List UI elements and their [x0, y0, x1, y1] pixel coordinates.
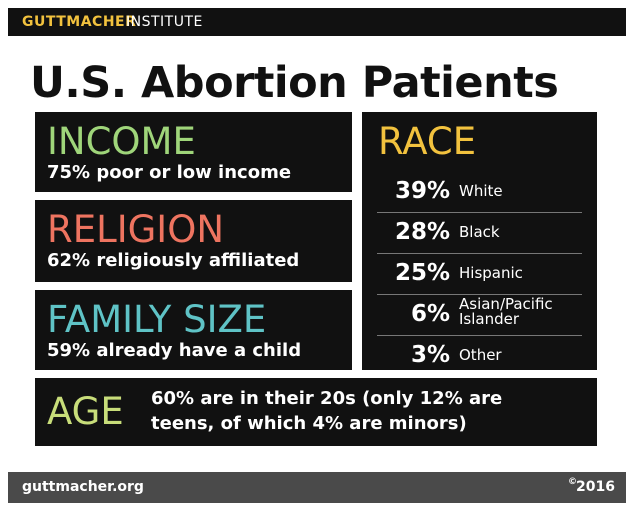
footer-url: guttmacher.org — [22, 479, 144, 495]
footer: guttmacher.org © 2016 — [8, 472, 626, 503]
race-label: Black — [459, 223, 500, 241]
race-value: 25% — [394, 260, 450, 286]
race-label: Other — [459, 346, 502, 364]
age-line: teens, of which 4% are minors) — [151, 413, 467, 434]
panel-heading: INCOME — [47, 120, 196, 163]
footer-year: 2016 — [576, 479, 615, 495]
panel-text: 59% already have a child — [47, 340, 302, 361]
brand-rest: INSTITUTE — [126, 14, 203, 30]
race-value: 28% — [394, 219, 450, 245]
age-line: 60% are in their 20s (only 12% are — [151, 388, 503, 409]
family-panel: FAMILY SIZE 59% already have a child — [35, 290, 352, 370]
panel-text: 62% religiously affiliated — [47, 250, 300, 271]
age-panel: AGE 60% are in their 20s (only 12% are t… — [35, 378, 597, 446]
race-row: 25% Hispanic — [377, 254, 582, 295]
religion-panel: RELIGION 62% religiously affiliated — [35, 200, 352, 282]
title: U.S. Abortion Patients — [30, 58, 559, 108]
race-value: 39% — [394, 178, 450, 204]
panel-heading: AGE — [47, 390, 124, 433]
panel-text: 75% poor or low income — [47, 162, 292, 183]
race-row: 28% Black — [377, 213, 582, 254]
income-panel: INCOME 75% poor or low income — [35, 112, 352, 192]
race-value: 3% — [410, 342, 450, 368]
race-row: 3% Other — [377, 336, 582, 376]
race-row: 39% White — [377, 172, 582, 213]
race-label: Asian/Pacific Islander — [459, 295, 553, 328]
race-panel: RACE 39% White 28% Black 25% Hispanic 6% Asian/… — [362, 112, 597, 370]
panel-heading: RELIGION — [47, 208, 224, 251]
race-row: 6% Asian/Pacific Islander — [377, 295, 582, 336]
race-label: White — [459, 182, 503, 200]
brand-bold: GUTTMACHER — [22, 14, 137, 30]
race-label: Hispanic — [459, 264, 523, 282]
panel-heading: RACE — [378, 120, 477, 163]
race-value: 6% — [410, 301, 450, 327]
brand-bar: GUTTMACHER INSTITUTE — [8, 8, 626, 36]
panel-heading: FAMILY SIZE — [47, 298, 267, 341]
copyright-symbol: © — [568, 477, 577, 487]
